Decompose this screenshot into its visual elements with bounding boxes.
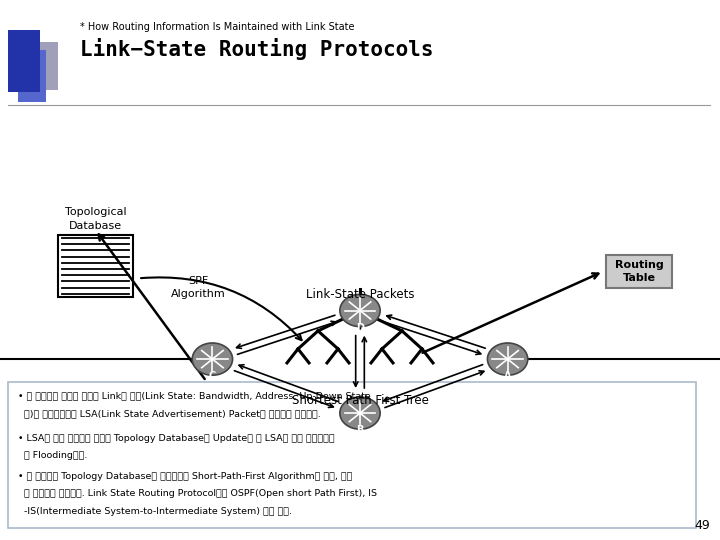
Text: Routing
Table: Routing Table xyxy=(615,260,663,282)
Ellipse shape xyxy=(340,294,380,327)
Text: SPF
Algorithm: SPF Algorithm xyxy=(171,276,225,299)
Text: Link−State Routing Protocols: Link−State Routing Protocols xyxy=(80,38,433,60)
Text: • 각 라우터는 자신이 연결된 Link의 상태(Link State: Bandwidth, Address, Up-Down State: • 각 라우터는 자신이 연결된 Link의 상태(Link State: Ba… xyxy=(18,392,371,401)
Ellipse shape xyxy=(192,343,233,375)
Text: D: D xyxy=(356,322,364,333)
Text: Link-State Packets: Link-State Packets xyxy=(306,288,414,301)
FancyBboxPatch shape xyxy=(8,30,40,92)
Text: 등)를 인접라우터에 LSA(Link State Advertisement) Packet을 사용하여 전달한다.: 등)를 인접라우터에 LSA(Link State Advertisement)… xyxy=(18,409,320,418)
FancyBboxPatch shape xyxy=(30,42,58,90)
Text: C: C xyxy=(209,371,216,381)
Ellipse shape xyxy=(340,397,380,429)
Text: Database: Database xyxy=(69,221,122,231)
Ellipse shape xyxy=(487,343,528,375)
FancyBboxPatch shape xyxy=(606,254,672,288)
Text: • 각 라우터는 Topology Database를 기초로하여 Short-Path-First Algorithm을 사용, 라우: • 각 라우터는 Topology Database를 기초로하여 Short-… xyxy=(18,472,352,481)
Text: 49: 49 xyxy=(694,519,710,532)
Text: A: A xyxy=(504,371,511,381)
FancyBboxPatch shape xyxy=(8,382,696,528)
FancyArrowPatch shape xyxy=(141,278,302,340)
Text: Topological: Topological xyxy=(65,207,126,217)
Text: -IS(Intermediate System-to-Intermediate System) 등이 있다.: -IS(Intermediate System-to-Intermediate … xyxy=(18,507,292,516)
Text: • LSA를 받은 라우터는 자신의 Topology Database를 Update한 후 LSA를 다시 인접라우터: • LSA를 받은 라우터는 자신의 Topology Database를 Up… xyxy=(18,434,335,443)
FancyBboxPatch shape xyxy=(18,50,46,102)
Text: * How Routing Information Is Maintained with Link State: * How Routing Information Is Maintained … xyxy=(80,22,354,32)
Text: 팅 테이블을 추출한다. Link State Routing Protocol에는 OSPF(Open short Path First), IS: 팅 테이블을 추출한다. Link State Routing Protocol… xyxy=(18,489,377,498)
Text: 로 Flooding한다.: 로 Flooding한다. xyxy=(18,451,87,461)
Text: Shortest Path First Tree: Shortest Path First Tree xyxy=(292,394,428,407)
FancyBboxPatch shape xyxy=(58,235,133,297)
Text: B: B xyxy=(356,425,364,435)
